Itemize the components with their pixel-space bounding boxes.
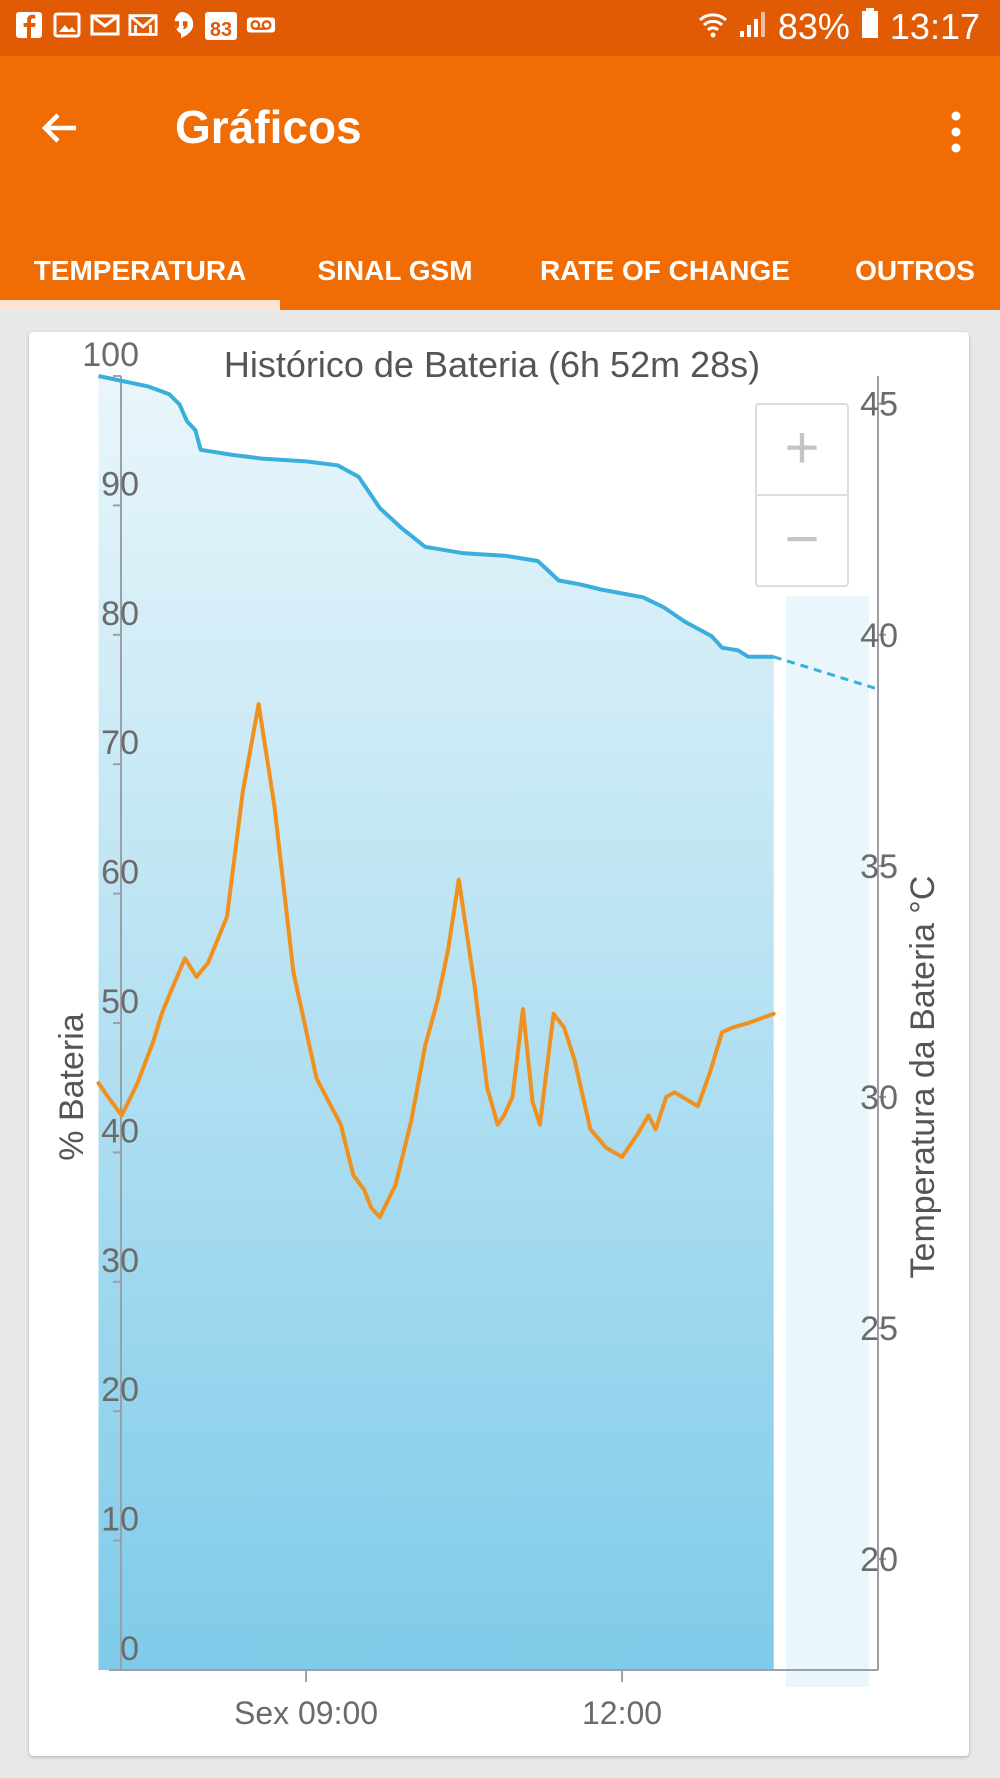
y-axis-label: % Bateria xyxy=(53,1013,91,1160)
battery-history-chart[interactable]: 0 10 20 30 40 50 60 70 80 90 100 20 25 30 35 40 45 Sex 09… xyxy=(29,332,969,1756)
notification-icons: 83 xyxy=(14,10,276,41)
y-tick-label: 60 xyxy=(101,854,139,892)
tab-temperatura[interactable]: TEMPERATURA xyxy=(33,255,247,286)
tab-bar: TEMPERATURA SINAL GSM RATE OF CHANGE OUT… xyxy=(0,232,1000,310)
chart-card: 0 10 20 30 40 50 60 70 80 90 100 20 25 30 35 40 45 Sex 09… xyxy=(29,332,969,1756)
y-tick-label: 80 xyxy=(101,595,139,633)
tab-sinal-gsm[interactable]: SINAL GSM xyxy=(317,255,473,286)
y-axis-right-label: Temperatura da Bateria °C xyxy=(904,876,942,1279)
y-tick-label: 30 xyxy=(101,1242,139,1280)
temperature-line xyxy=(96,702,776,1220)
y-tick-label: 70 xyxy=(101,724,139,762)
gmail-icon xyxy=(128,10,158,40)
y-tick-label: 10 xyxy=(101,1501,139,1539)
clock: 13:17 xyxy=(889,6,980,47)
zoom-in-button[interactable]: + xyxy=(756,404,848,495)
battery-icon xyxy=(860,6,880,48)
tab-rate-of-change[interactable]: RATE OF CHANGE xyxy=(540,255,790,286)
more-vert-icon xyxy=(951,111,961,153)
y-right-tick-label: 45 xyxy=(860,386,898,424)
selected-tab-indicator xyxy=(0,300,280,310)
zoom-in-icon: + xyxy=(784,414,819,481)
y-tick-label: 40 xyxy=(101,1112,139,1150)
y-tick-label: 90 xyxy=(101,465,139,503)
page-title: Gráficos xyxy=(175,101,362,153)
overflow-menu-button[interactable] xyxy=(936,100,976,164)
battery-line xyxy=(98,374,774,659)
x-tick-label: 12:00 xyxy=(582,1695,662,1731)
back-button[interactable] xyxy=(28,96,92,160)
x-tick-label: Sex 09:00 xyxy=(234,1695,378,1731)
gallery-icon xyxy=(52,10,82,40)
zoom-out-button[interactable]: − xyxy=(756,495,848,586)
y-tick-label: 50 xyxy=(101,983,139,1021)
y-tick-label: 100 xyxy=(82,336,139,374)
battery-area xyxy=(98,376,774,1670)
chart-title: Histórico de Bateria (6h 52m 28s) xyxy=(224,344,760,385)
projection-area xyxy=(786,596,869,1687)
y-right-tick-label: 25 xyxy=(860,1310,898,1348)
y-right-tick-label: 30 xyxy=(860,1079,898,1117)
battery-percent: 83% xyxy=(777,6,850,47)
y-tick-label: 0 xyxy=(120,1630,139,1668)
mail-icon xyxy=(90,10,120,40)
signal-icon xyxy=(738,6,768,48)
chart-axes: 0 10 20 30 40 50 60 70 80 90 100 20 25 30 35 40 45 Sex 09… xyxy=(82,336,898,1731)
wifi-icon xyxy=(698,6,728,48)
tab-outros[interactable]: OUTROS xyxy=(855,255,975,286)
status-right: 83% 13:17 xyxy=(698,6,980,48)
chart-lines xyxy=(96,374,879,1220)
y-right-tick-label: 35 xyxy=(860,848,898,886)
arrow-back-icon xyxy=(41,113,76,143)
y-right-tick-label: 20 xyxy=(860,1541,898,1579)
voicemail-icon xyxy=(246,10,276,40)
y-right-tick-label: 40 xyxy=(860,617,898,655)
battery-projection-line xyxy=(773,655,879,691)
status-bar: 83 83% 13:17 xyxy=(0,0,1000,56)
calendar-day: 83 xyxy=(210,19,232,41)
calendar-icon: 83 xyxy=(204,10,238,41)
hangouts-icon xyxy=(166,10,196,40)
y-tick-label: 20 xyxy=(101,1371,139,1409)
zoom-out-icon: − xyxy=(784,505,819,572)
app-bar: Gráficos TEMPERATURA SINAL GSM RATE OF C… xyxy=(0,56,1000,310)
facebook-icon xyxy=(14,10,44,40)
zoom-controls: + − xyxy=(755,403,849,587)
